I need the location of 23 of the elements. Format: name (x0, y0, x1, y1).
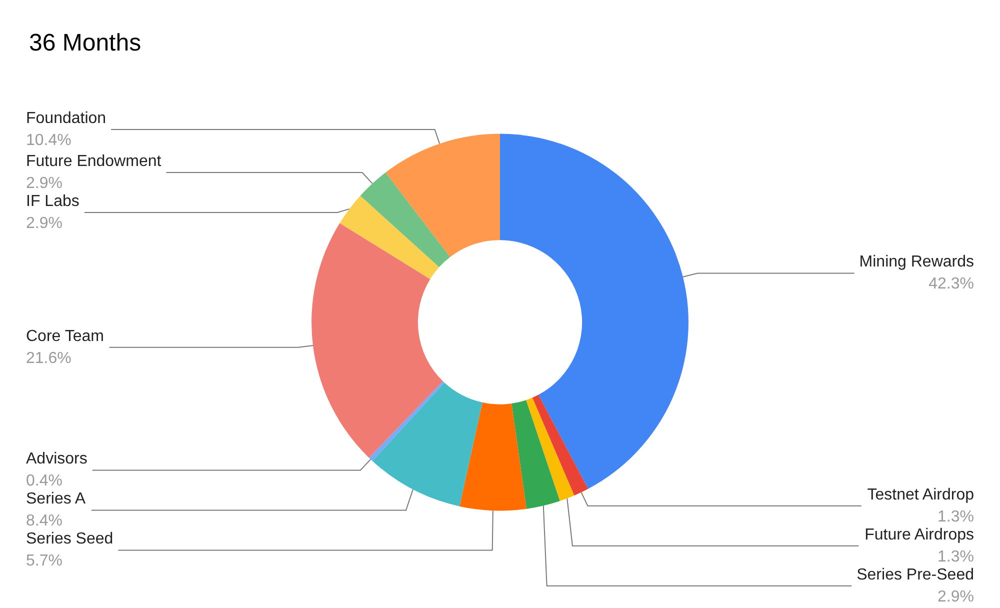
slice-label: Mining Rewards (859, 254, 974, 271)
data-label: 0.4% (26, 472, 62, 490)
slice-label: Series Pre-Seed (856, 566, 974, 584)
data-label: 42.3% (928, 276, 974, 293)
slice-label: Foundation (26, 110, 106, 128)
data-label: 1.3% (938, 508, 974, 526)
data-label: 1.3% (938, 548, 974, 566)
data-label: 2.9% (26, 215, 62, 232)
slice-label: Future Endowment (26, 153, 162, 170)
slice-label: Future Airdrops (864, 526, 974, 544)
data-label: 5.7% (26, 552, 62, 570)
chart-title: 36 Months (29, 30, 142, 56)
slice-label: Advisors (26, 450, 88, 468)
slice-label: Series A (26, 490, 86, 508)
data-label: 10.4% (26, 132, 72, 150)
slice-label: IF Labs (26, 193, 80, 210)
data-label: 2.9% (938, 588, 974, 606)
slice-label: Core Team (26, 328, 104, 345)
data-label: 2.9% (26, 175, 62, 192)
data-label: 8.4% (26, 512, 62, 530)
slice-label: Series Seed (26, 530, 114, 548)
data-label: 21.6% (26, 350, 72, 367)
slice-label: Testnet Airdrop (867, 486, 974, 504)
